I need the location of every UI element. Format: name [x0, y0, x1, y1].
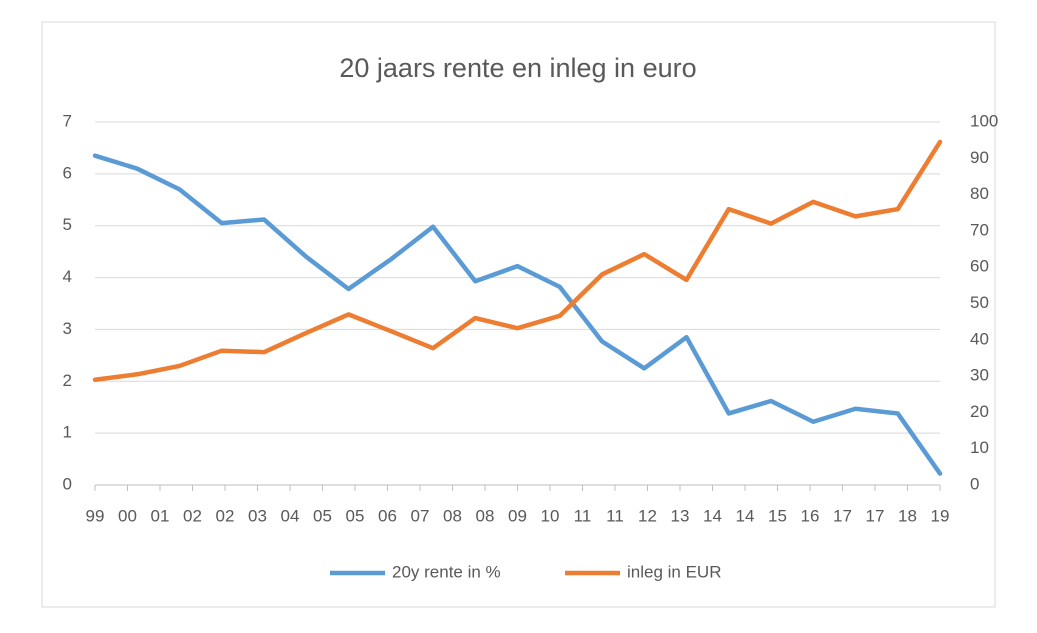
x-tick-label: 18 — [898, 506, 917, 525]
legend-label: inleg in EUR — [627, 562, 722, 581]
x-tick-label: 08 — [443, 506, 462, 525]
y-tick-label: 0 — [63, 474, 72, 493]
y-tick-label: 4 — [63, 267, 72, 286]
x-tick-label: 11 — [606, 506, 624, 525]
x-tick-label: 07 — [411, 506, 430, 525]
y-tick-label: 7 — [63, 111, 72, 130]
x-tick-label: 02 — [216, 506, 235, 525]
y2-tick-label: 40 — [970, 329, 989, 348]
y2-tick-label: 10 — [970, 438, 989, 457]
y2-tick-label: 30 — [970, 366, 989, 385]
x-tick-label: 14 — [736, 506, 755, 525]
x-tick-label: 12 — [638, 506, 657, 525]
x-tick-label: 17 — [833, 506, 852, 525]
x-tick-label: 04 — [281, 506, 300, 525]
x-tick-label: 01 — [151, 506, 170, 525]
y2-tick-label: 20 — [970, 402, 989, 421]
x-tick-label: 16 — [801, 506, 820, 525]
x-tick-label: 11 — [574, 506, 592, 525]
x-tick-label: 08 — [476, 506, 495, 525]
series-line — [92, 139, 943, 382]
x-tick-label: 13 — [671, 506, 690, 525]
x-tick-label: 06 — [378, 506, 397, 525]
x-tick-label: 02 — [183, 506, 202, 525]
chart-frame — [41, 21, 996, 608]
x-tick-label: 99 — [86, 506, 105, 525]
y2-tick-label: 0 — [970, 474, 979, 493]
chart-title: 20 jaars rente en inleg in euro — [339, 53, 696, 83]
series-line — [92, 153, 943, 476]
y-tick-label: 1 — [63, 423, 72, 442]
x-tick-label: 17 — [866, 506, 885, 525]
y2-tick-label: 70 — [970, 220, 989, 239]
y-tick-label: 3 — [63, 319, 72, 338]
x-tick-label: 05 — [346, 506, 365, 525]
legend-label: 20y rente in % — [392, 562, 501, 581]
x-tick-label: 15 — [768, 506, 787, 525]
x-tick-label: 19 — [931, 506, 950, 525]
x-tick-label: 10 — [541, 506, 560, 525]
y-tick-label: 6 — [63, 163, 72, 182]
x-tick-label: 03 — [248, 506, 267, 525]
y2-tick-label: 50 — [970, 293, 989, 312]
y2-tick-label: 80 — [970, 184, 989, 203]
y-tick-label: 5 — [63, 215, 72, 234]
x-tick-label: 14 — [703, 506, 722, 525]
y-tick-label: 2 — [63, 371, 72, 390]
x-tick-label: 05 — [313, 506, 332, 525]
y2-tick-label: 60 — [970, 257, 989, 276]
y2-tick-label: 100 — [970, 111, 998, 130]
y2-tick-label: 90 — [970, 148, 989, 167]
x-tick-label: 00 — [118, 506, 137, 525]
x-tick-label: 09 — [508, 506, 527, 525]
